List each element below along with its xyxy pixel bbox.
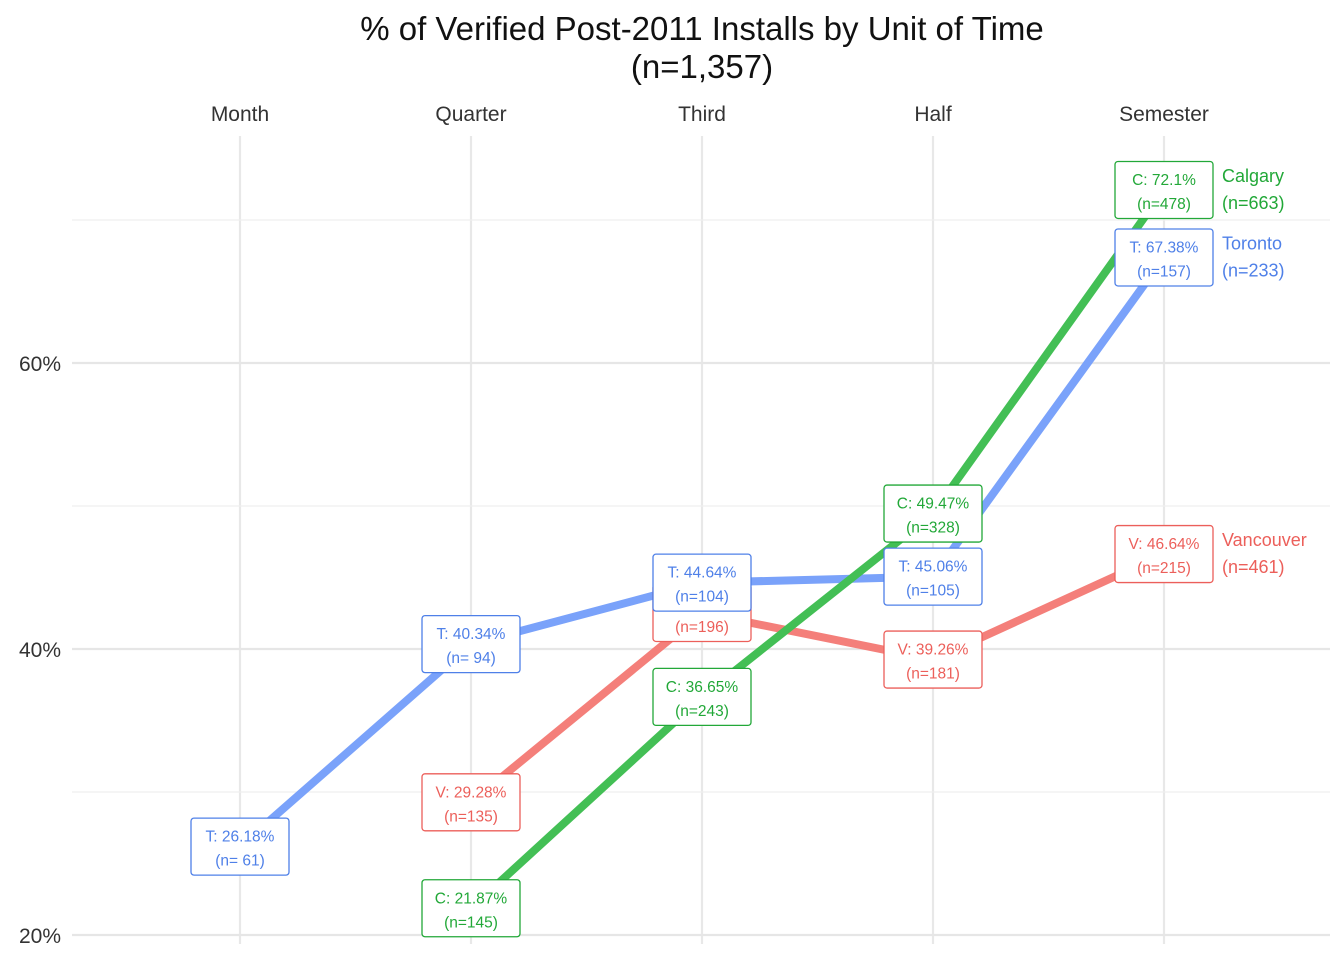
point-n-text: (n=157) [1137,263,1191,280]
point-n-text: (n=478) [1137,196,1191,213]
point-label-box [883,547,983,606]
point-value-text: C: 49.47% [897,496,970,513]
series-name-calgary: Calgary [1222,166,1284,186]
x-tick-label: Semester [1119,103,1209,126]
point-n-text: (n=328) [906,520,960,537]
series-n-calgary: (n=663) [1222,193,1285,213]
series-name-vancouver: Vancouver [1222,530,1307,550]
chart-subtitle: (n=1,357) [631,48,773,85]
point-label-box [652,667,752,727]
point-n-text: (n=135) [444,808,498,825]
point-n-text: (n= 61) [215,853,265,870]
point-label-toronto: T: 26.18% (n= 61) [190,817,290,876]
point-label-box [190,817,290,876]
point-n-text: (n=215) [1137,560,1191,577]
x-tick-label: Month [211,103,269,126]
point-label-toronto: T: 45.06% (n=105) [883,547,983,606]
point-label-box [421,614,521,674]
point-value-text: C: 72.1% [1132,172,1196,189]
point-label-box [421,879,521,938]
point-label-box [421,773,521,832]
point-label-vancouver: V: 46.64% (n=215) [1114,524,1214,584]
series-name-toronto: Toronto [1222,233,1282,253]
point-value-text: C: 21.87% [435,890,508,907]
point-n-text: (n=243) [675,703,729,720]
x-tick-label: Third [678,103,726,126]
x-tick-label: Half [914,103,952,126]
series-line-vancouver [468,550,1166,806]
point-label-calgary: C: 21.87% (n=145) [421,879,521,938]
series-line-calgary [468,187,1168,912]
point-value-text: T: 26.18% [206,829,275,846]
y-tick-label: 20% [19,925,61,948]
point-label-calgary: C: 72.1% (n=478) [1114,160,1214,220]
labels-layer: V: 29.28%(n=135)V: 42.52%(n=196)V: 39.26… [190,160,1214,938]
point-label-box [652,553,752,612]
point-label-box [1114,160,1214,220]
point-label-box [1114,524,1214,584]
point-label-box [883,484,983,543]
point-value-text: T: 45.06% [899,559,968,576]
y-tick-label: 60% [19,353,61,376]
point-value-text: V: 29.28% [436,784,507,801]
point-label-toronto: T: 67.38% (n=157) [1114,228,1214,287]
chart-title: % of Verified Post-2011 Installs by Unit… [360,10,1044,47]
point-label-toronto: T: 44.64% (n=104) [652,553,752,612]
point-label-calgary: C: 36.65% (n=243) [652,667,752,727]
point-label-box [883,630,983,689]
point-label-toronto: T: 40.34% (n= 94) [421,614,521,674]
point-label-box [1114,228,1214,287]
text-layer: % of Verified Post-2011 Installs by Unit… [19,10,1307,948]
point-n-text: (n=181) [906,666,960,683]
series-n-toronto: (n=233) [1222,260,1285,280]
point-value-text: T: 44.64% [668,565,737,582]
point-label-vancouver: V: 39.26% (n=181) [883,630,983,689]
point-n-text: (n=105) [906,583,960,600]
point-value-text: V: 39.26% [898,642,969,659]
point-value-text: V: 46.64% [1129,536,1200,553]
point-n-text: (n= 94) [446,650,496,667]
point-value-text: T: 40.34% [437,626,506,643]
point-label-calgary: C: 49.47% (n=328) [883,484,983,543]
point-value-text: C: 36.65% [666,679,739,696]
point-n-text: (n=196) [675,619,729,636]
series-n-vancouver: (n=461) [1222,557,1285,577]
x-tick-label: Quarter [435,103,506,126]
point-value-text: T: 67.38% [1130,239,1199,256]
point-label-vancouver: V: 29.28% (n=135) [421,773,521,832]
point-n-text: (n=145) [444,914,498,931]
y-tick-label: 40% [19,639,61,662]
point-n-text: (n=104) [675,589,729,606]
